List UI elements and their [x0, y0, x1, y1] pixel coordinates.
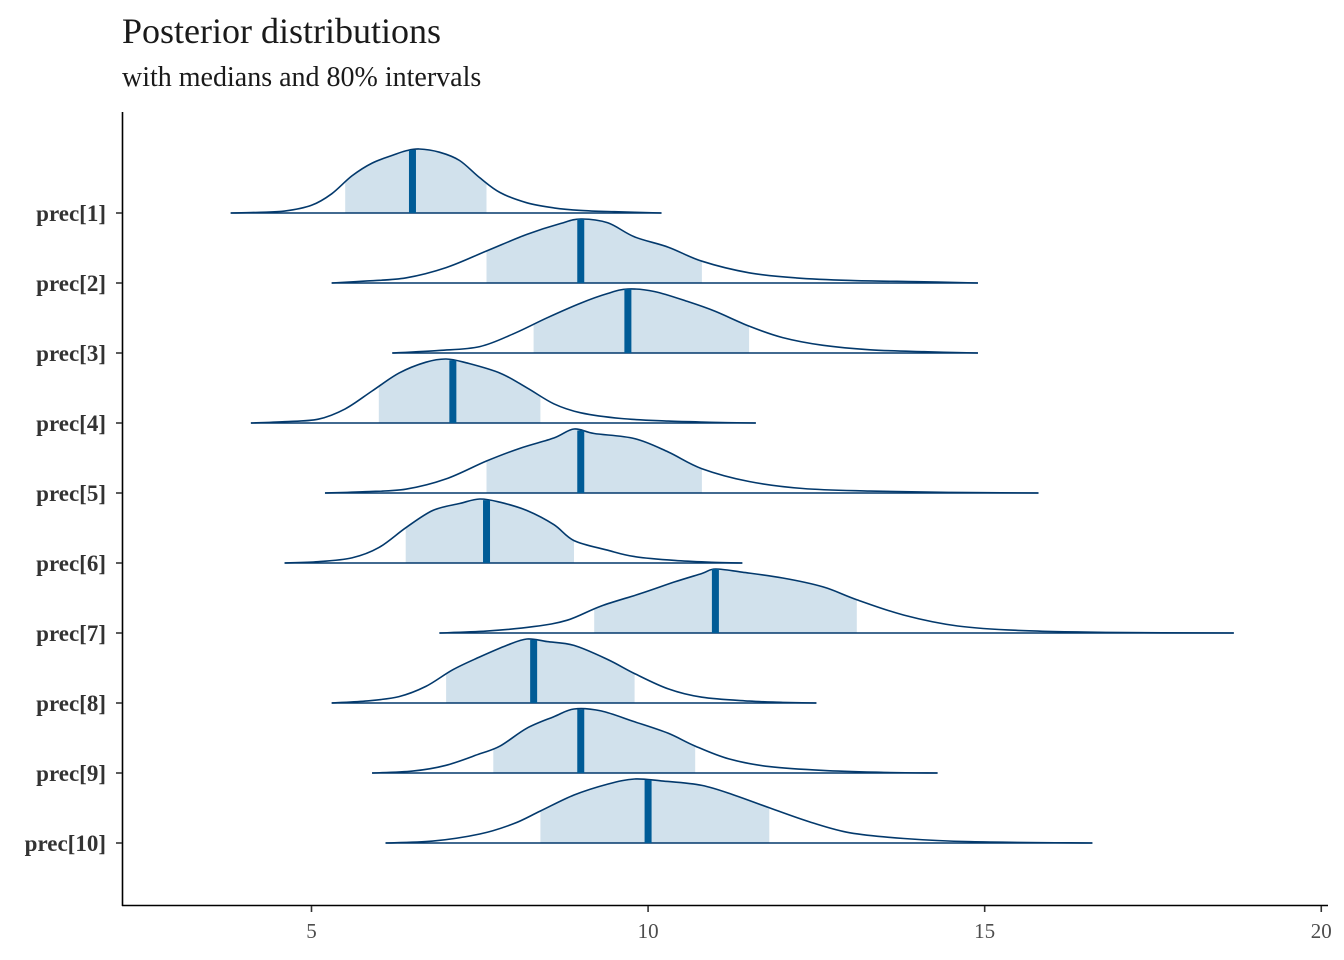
density-curve: [250, 358, 756, 424]
density-curve: [331, 638, 817, 704]
y-tick-label: prec[9]: [36, 761, 106, 786]
y-tick-label: prec[1]: [36, 201, 106, 226]
ridge-4: [250, 358, 756, 424]
ridges-layer: [230, 148, 1234, 844]
y-tick-label: prec[2]: [36, 271, 106, 296]
y-tick-label: prec[4]: [36, 411, 106, 436]
ridge-2: [331, 218, 978, 284]
ridge-3: [392, 288, 978, 354]
interval-area: [446, 638, 635, 703]
density-curve: [324, 428, 1039, 494]
density-curve: [392, 288, 978, 354]
y-tick-label: prec[5]: [36, 481, 106, 506]
ridge-1: [230, 148, 662, 214]
density-curve: [439, 568, 1234, 634]
density-curve: [372, 707, 938, 774]
interval-area: [486, 428, 702, 493]
interval-area: [540, 778, 770, 843]
x-tick-label: 10: [638, 919, 659, 943]
y-tick-label: prec[8]: [36, 691, 106, 716]
ridge-7: [439, 568, 1234, 634]
chart-subtitle: with medians and 80% intervals: [122, 62, 482, 93]
density-curve: [284, 498, 743, 564]
ridge-10: [385, 778, 1093, 844]
y-tick-label: prec[7]: [36, 621, 106, 646]
density-curve: [331, 218, 978, 284]
interval-area: [533, 288, 750, 353]
y-axis: prec[1] prec[2] prec[3] prec[4] prec[5] prec[…: [25, 201, 122, 856]
interval-area: [378, 358, 541, 423]
interval-area: [493, 708, 696, 773]
ridge-5: [324, 428, 1039, 494]
density-curve: [385, 778, 1093, 844]
ridge-6: [284, 498, 743, 564]
x-tick-label: 15: [974, 919, 995, 943]
interval-area: [486, 218, 702, 283]
x-tick-label: 5: [306, 919, 317, 943]
interval-area: [594, 568, 857, 633]
ridge-9: [372, 707, 938, 774]
y-tick-label: prec[6]: [36, 551, 106, 576]
y-tick-label: prec[3]: [36, 341, 106, 366]
x-tick-label: 20: [1311, 919, 1332, 943]
chart-title: Posterior distributions: [122, 11, 442, 51]
x-axis: 5 10 15 20: [306, 906, 1332, 943]
density-curve: [230, 148, 662, 214]
ridge-8: [331, 638, 817, 704]
y-tick-label: prec[10]: [25, 831, 106, 856]
